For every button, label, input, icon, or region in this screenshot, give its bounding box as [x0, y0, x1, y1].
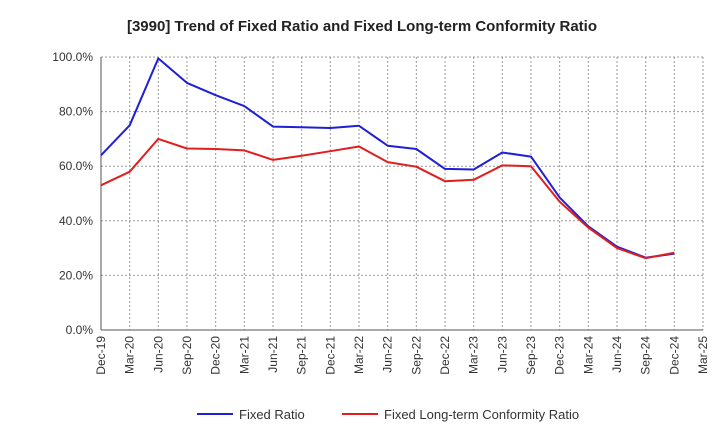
- x-tick-label: Dec-24: [667, 336, 681, 375]
- series-line-2: [100, 137, 675, 260]
- x-tick-label: Mar-22: [352, 336, 366, 374]
- series-lines: [100, 57, 675, 260]
- x-tick-label: Sep-21: [295, 336, 309, 375]
- x-tick-label: Mar-21: [237, 336, 251, 374]
- x-tick-label: Sep-22: [409, 336, 423, 375]
- x-tick-label: Jun-22: [381, 336, 395, 373]
- chart-title: [3990] Trend of Fixed Ratio and Fixed Lo…: [127, 18, 597, 35]
- x-tick-label: Dec-22: [438, 336, 452, 375]
- y-tick-label: 20.0%: [59, 268, 93, 282]
- x-tick-label: Jun-20: [151, 336, 165, 373]
- x-tick-label: Sep-23: [524, 336, 538, 375]
- x-tick-label: Dec-19: [94, 336, 108, 375]
- series-line-1: [100, 57, 675, 259]
- x-tick-label: Sep-20: [180, 336, 194, 375]
- x-tick-label: Mar-24: [581, 336, 595, 374]
- x-tick-label: Jun-24: [610, 336, 624, 373]
- y-tick-label: 60.0%: [59, 159, 93, 173]
- grid-lines: [100, 56, 704, 331]
- x-tick-label: Dec-21: [323, 336, 337, 375]
- legend: Fixed Ratio Fixed Long-term Conformity Ra…: [197, 407, 579, 422]
- y-tick-label: 100.0%: [52, 50, 93, 64]
- legend-label: Fixed Ratio: [239, 407, 305, 422]
- x-tick-label: Jun-23: [495, 336, 509, 373]
- y-tick-label: 40.0%: [59, 214, 93, 228]
- x-tick-label: Jun-21: [266, 336, 280, 373]
- x-tick-label: Mar-23: [467, 336, 481, 374]
- x-tick-label: Mar-20: [123, 336, 137, 374]
- legend-label: Fixed Long-term Conformity Ratio: [384, 407, 579, 422]
- axes: [100, 57, 703, 331]
- x-tick-label: Dec-20: [209, 336, 223, 375]
- tick-labels: 0.0% 20.0% 40.0% 60.0% 80.0% 100.0% Dec-19 Mar-…: [52, 50, 710, 375]
- y-tick-label: 0.0%: [66, 323, 94, 337]
- x-tick-label: Mar-25: [696, 336, 710, 374]
- y-tick-label: 80.0%: [59, 105, 93, 119]
- x-tick-label: Dec-23: [553, 336, 567, 375]
- x-tick-label: Sep-24: [639, 336, 653, 375]
